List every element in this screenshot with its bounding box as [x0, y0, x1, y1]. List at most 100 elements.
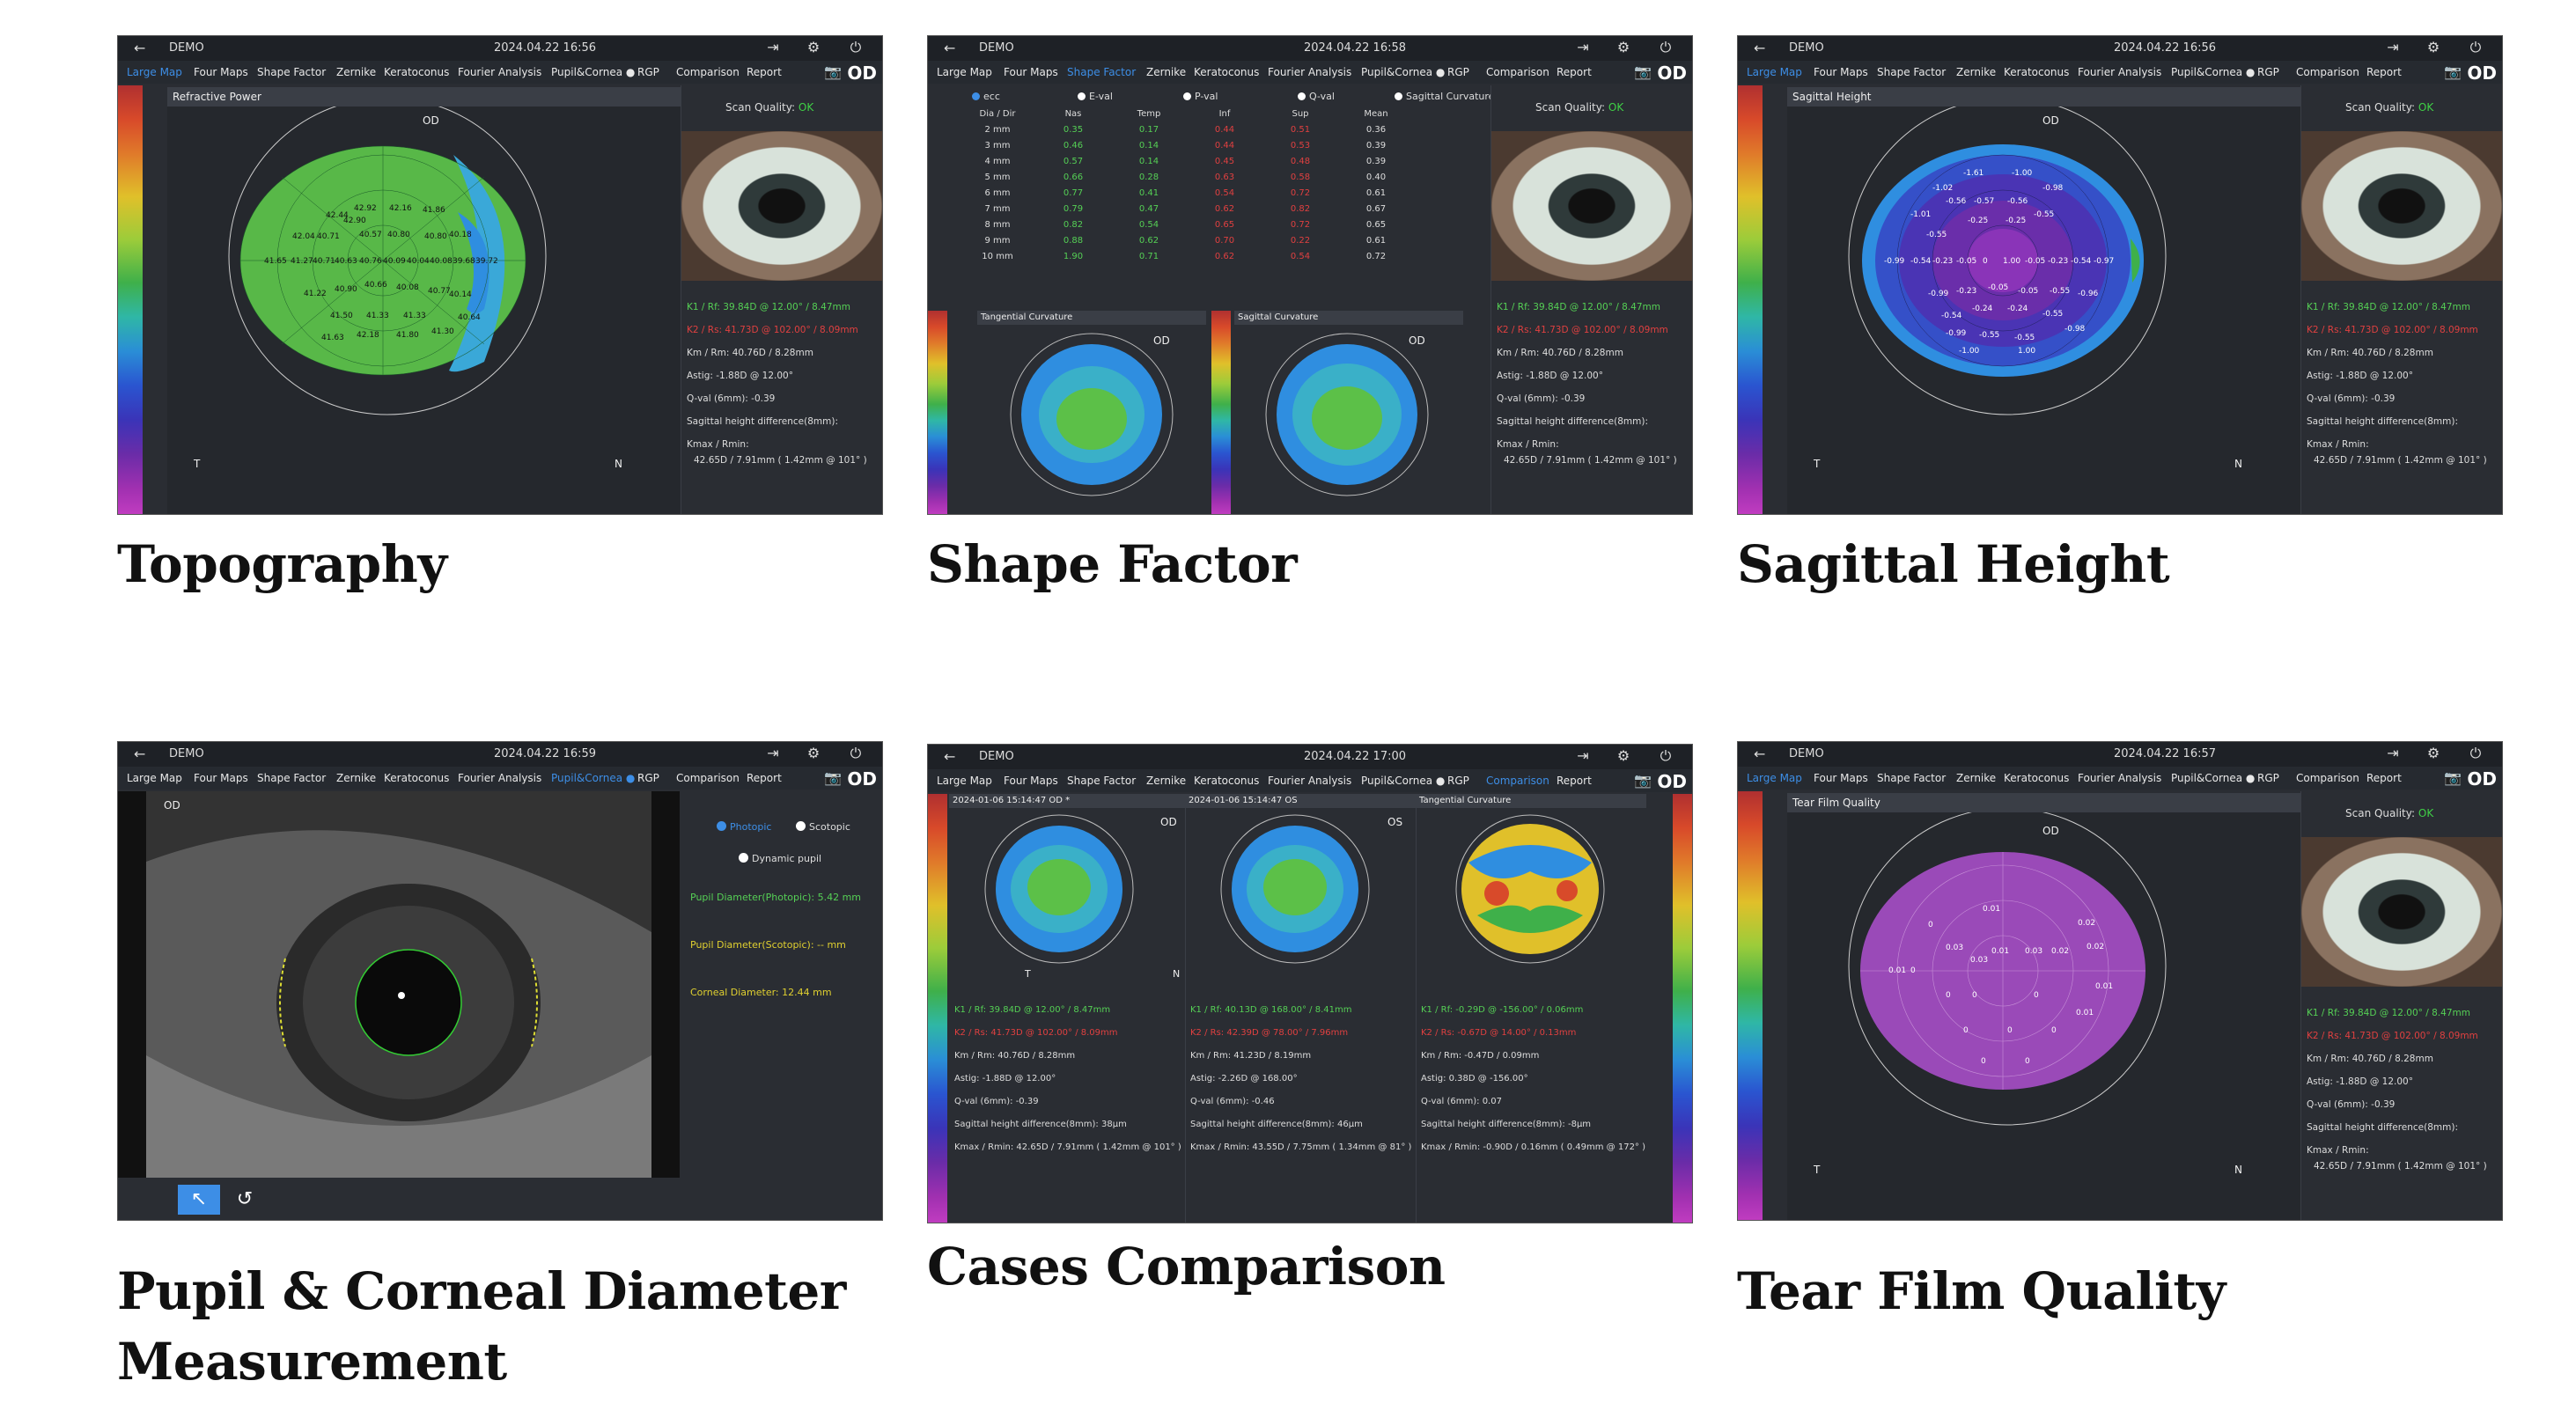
tab-pupil-cornea[interactable]: Pupil&Cornea ● — [2171, 772, 2256, 784]
tab-four-maps[interactable]: Four Maps — [194, 772, 248, 784]
tab-report[interactable]: Report — [747, 66, 782, 78]
tab-rgp[interactable]: RGP — [1447, 66, 1469, 78]
tab-pupil-cornea[interactable]: Pupil&Cornea ● — [551, 772, 636, 784]
tab-report[interactable]: Report — [2366, 66, 2402, 78]
tab-large-map[interactable]: Large Map — [937, 775, 992, 787]
radio-eval[interactable]: E-val — [1078, 91, 1113, 102]
tab-zernike[interactable]: Zernike — [1956, 772, 1997, 784]
power-icon[interactable]: ⏻ — [850, 39, 862, 55]
tab-fourier-analysis[interactable]: Fourier Analysis — [458, 772, 542, 784]
back-arrow-icon[interactable]: ← — [944, 748, 956, 765]
tab-shape-factor[interactable]: Shape Factor — [1877, 772, 1947, 784]
tab-pupil-cornea[interactable]: Pupil&Cornea ● — [551, 66, 636, 78]
back-arrow-icon[interactable]: ← — [1754, 40, 1766, 56]
tab-keratoconus[interactable]: Keratoconus — [2004, 772, 2070, 784]
tab-zernike[interactable]: Zernike — [1146, 66, 1187, 78]
radio-qval[interactable]: Q-val — [1298, 91, 1335, 102]
back-arrow-icon[interactable]: ← — [134, 40, 146, 56]
gear-icon[interactable]: ⚙ — [806, 745, 821, 761]
tab-zernike[interactable]: Zernike — [1146, 775, 1187, 787]
export-icon[interactable]: ⇥ — [2387, 745, 2399, 761]
camera-icon[interactable]: 📷 — [2444, 63, 2462, 80]
tab-rgp[interactable]: RGP — [2257, 772, 2279, 784]
tab-large-map[interactable]: Large Map — [127, 66, 182, 78]
tab-report[interactable]: Report — [747, 772, 782, 784]
reset-icon[interactable]: ↺ — [236, 1188, 254, 1210]
tab-shape-factor[interactable]: Shape Factor — [257, 772, 327, 784]
radio-ecc[interactable]: ecc — [972, 91, 1000, 102]
radio-scotopic[interactable]: Scotopic — [796, 821, 850, 833]
tab-rgp[interactable]: RGP — [2257, 66, 2279, 78]
power-icon[interactable]: ⏻ — [1660, 39, 1672, 55]
power-icon[interactable]: ⏻ — [850, 745, 862, 761]
gear-icon[interactable]: ⚙ — [1616, 39, 1630, 55]
tab-keratoconus[interactable]: Keratoconus — [384, 66, 450, 78]
tab-report[interactable]: Report — [2366, 772, 2402, 784]
camera-icon[interactable]: 📷 — [2444, 769, 2462, 786]
tab-four-maps[interactable]: Four Maps — [194, 66, 248, 78]
gear-icon[interactable]: ⚙ — [1616, 747, 1630, 764]
tab-shape-factor[interactable]: Shape Factor — [1067, 66, 1137, 78]
diff-title[interactable]: Tangential Curvature — [1416, 794, 1646, 808]
tab-pupil-cornea[interactable]: Pupil&Cornea ● — [1361, 66, 1446, 78]
tab-four-maps[interactable]: Four Maps — [1004, 775, 1058, 787]
tab-comparison[interactable]: Comparison — [1486, 775, 1549, 787]
radio-pval[interactable]: P-val — [1183, 91, 1218, 102]
camera-icon[interactable]: 📷 — [824, 63, 842, 80]
power-icon[interactable]: ⏻ — [2469, 745, 2482, 761]
radio-photopic[interactable]: Photopic — [717, 821, 771, 833]
gear-icon[interactable]: ⚙ — [2426, 39, 2440, 55]
back-arrow-icon[interactable]: ← — [944, 40, 956, 56]
tab-keratoconus[interactable]: Keratoconus — [1194, 775, 1260, 787]
tab-rgp[interactable]: RGP — [637, 772, 659, 784]
tab-comparison[interactable]: Comparison — [676, 772, 740, 784]
tab-report[interactable]: Report — [1557, 66, 1592, 78]
tab-shape-factor[interactable]: Shape Factor — [1067, 775, 1137, 787]
gear-icon[interactable]: ⚙ — [806, 39, 821, 55]
export-icon[interactable]: ⇥ — [1577, 747, 1589, 764]
gear-icon[interactable]: ⚙ — [2426, 745, 2440, 761]
export-icon[interactable]: ⇥ — [2387, 39, 2399, 55]
tab-large-map[interactable]: Large Map — [1747, 66, 1802, 78]
power-icon[interactable]: ⏻ — [2469, 39, 2482, 55]
tab-comparison[interactable]: Comparison — [1486, 66, 1549, 78]
camera-icon[interactable]: 📷 — [1634, 63, 1652, 80]
tab-four-maps[interactable]: Four Maps — [1004, 66, 1058, 78]
tab-keratoconus[interactable]: Keratoconus — [2004, 66, 2070, 78]
tab-report[interactable]: Report — [1557, 775, 1592, 787]
tab-pupil-cornea[interactable]: Pupil&Cornea ● — [1361, 775, 1446, 787]
back-arrow-icon[interactable]: ← — [134, 746, 146, 762]
export-icon[interactable]: ⇥ — [767, 745, 779, 761]
back-arrow-icon[interactable]: ← — [1754, 746, 1766, 762]
tab-comparison[interactable]: Comparison — [676, 66, 740, 78]
tab-fourier-analysis[interactable]: Fourier Analysis — [458, 66, 542, 78]
export-icon[interactable]: ⇥ — [1577, 39, 1589, 55]
tab-large-map[interactable]: Large Map — [127, 772, 182, 784]
tab-shape-factor[interactable]: Shape Factor — [257, 66, 327, 78]
tab-comparison[interactable]: Comparison — [2296, 66, 2359, 78]
export-icon[interactable]: ⇥ — [767, 39, 779, 55]
tab-fourier-analysis[interactable]: Fourier Analysis — [1268, 775, 1352, 787]
camera-icon[interactable]: 📷 — [824, 769, 842, 786]
tab-rgp[interactable]: RGP — [637, 66, 659, 78]
tab-large-map[interactable]: Large Map — [1747, 772, 1802, 784]
tab-shape-factor[interactable]: Shape Factor — [1877, 66, 1947, 78]
tab-zernike[interactable]: Zernike — [1956, 66, 1997, 78]
tab-fourier-analysis[interactable]: Fourier Analysis — [2078, 66, 2162, 78]
camera-icon[interactable]: 📷 — [1634, 772, 1652, 789]
tab-zernike[interactable]: Zernike — [336, 772, 377, 784]
radio-sagittal[interactable]: Sagittal Curvature — [1395, 91, 1494, 102]
power-icon[interactable]: ⏻ — [1660, 747, 1672, 764]
case-2-title[interactable]: 2024-01-06 15:14:47 OS — [1185, 794, 1416, 808]
tab-keratoconus[interactable]: Keratoconus — [1194, 66, 1260, 78]
tab-keratoconus[interactable]: Keratoconus — [384, 772, 450, 784]
tab-comparison[interactable]: Comparison — [2296, 772, 2359, 784]
tab-pupil-cornea[interactable]: Pupil&Cornea ● — [2171, 66, 2256, 78]
tab-fourier-analysis[interactable]: Fourier Analysis — [2078, 772, 2162, 784]
tab-fourier-analysis[interactable]: Fourier Analysis — [1268, 66, 1352, 78]
tab-four-maps[interactable]: Four Maps — [1814, 772, 1868, 784]
tab-zernike[interactable]: Zernike — [336, 66, 377, 78]
tab-four-maps[interactable]: Four Maps — [1814, 66, 1868, 78]
tab-large-map[interactable]: Large Map — [937, 66, 992, 78]
radio-dynamic[interactable]: Dynamic pupil — [739, 853, 821, 864]
